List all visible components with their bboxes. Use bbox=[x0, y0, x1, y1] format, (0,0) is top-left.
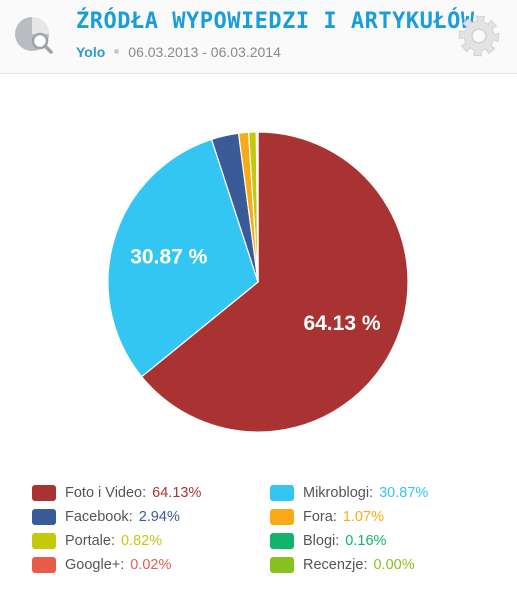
slice-label-foto-i-video: 64.13 % bbox=[303, 312, 380, 335]
date-range[interactable]: 06.03.2013 - 06.03.2014 bbox=[128, 44, 281, 60]
legend-label: Portale: bbox=[65, 533, 115, 549]
legend-value: 64.13% bbox=[152, 485, 202, 501]
legend-swatch bbox=[32, 485, 56, 501]
legend-item-google-[interactable]: Google+: 0.02% bbox=[32, 554, 270, 576]
legend-item-mikroblogi[interactable]: Mikroblogi: 30.87% bbox=[270, 482, 490, 504]
legend-label: Facebook: bbox=[65, 509, 133, 525]
pie-chart: 64.13 % 30.87 % bbox=[107, 131, 409, 433]
legend-label: Blogi: bbox=[303, 533, 340, 549]
legend-label: Google+: bbox=[65, 557, 125, 573]
legend-item-portale[interactable]: Portale: 0.82% bbox=[32, 530, 270, 552]
legend-item-facebook[interactable]: Facebook: 2.94% bbox=[32, 506, 270, 528]
page-title: ŹRÓDŁA WYPOWIEDZI I ARTYKUŁÓW bbox=[76, 9, 475, 34]
legend-value: 0.16% bbox=[345, 533, 387, 549]
legend-label: Foto i Video: bbox=[65, 485, 147, 501]
legend-value: 1.07% bbox=[342, 509, 384, 525]
pie-slice-foto-i-video[interactable] bbox=[140, 131, 409, 433]
legend-value: 2.94% bbox=[138, 509, 180, 525]
legend-item-fora[interactable]: Fora: 1.07% bbox=[270, 506, 490, 528]
legend-item-foto-i-video[interactable]: Foto i Video: 64.13% bbox=[32, 482, 270, 504]
legend-label: Recenzje: bbox=[303, 557, 368, 573]
pie-slice-mikroblogi[interactable] bbox=[107, 138, 259, 378]
separator-dot bbox=[114, 49, 120, 55]
header: ŹRÓDŁA WYPOWIEDZI I ARTYKUŁÓW Yolo 06.03.… bbox=[0, 0, 517, 74]
legend-item-blogi[interactable]: Blogi: 0.16% bbox=[270, 530, 490, 552]
legend-swatch bbox=[32, 509, 56, 525]
legend-label: Fora: bbox=[303, 509, 337, 525]
legend-value: 30.87% bbox=[379, 485, 429, 501]
legend-value: 0.82% bbox=[120, 533, 163, 549]
legend-label: Mikroblogi: bbox=[303, 485, 374, 501]
legend: Foto i Video: 64.13% Mikroblogi: 30.87% Face… bbox=[32, 482, 492, 576]
pie-search-icon bbox=[15, 17, 53, 54]
legend-swatch bbox=[32, 557, 56, 573]
legend-item-recenzje[interactable]: Recenzje: 0.00% bbox=[270, 554, 490, 576]
legend-swatch bbox=[32, 533, 56, 549]
slice-label-mikroblogi: 30.87 % bbox=[130, 246, 207, 269]
legend-value: 0.02% bbox=[130, 557, 172, 573]
subtitle: Yolo 06.03.2013 - 06.03.2014 bbox=[76, 44, 281, 60]
project-name[interactable]: Yolo bbox=[76, 44, 106, 60]
gear-icon[interactable] bbox=[456, 13, 502, 59]
legend-swatch bbox=[270, 509, 294, 525]
legend-swatch bbox=[270, 485, 294, 501]
legend-swatch bbox=[270, 533, 294, 549]
legend-swatch bbox=[270, 557, 294, 573]
legend-value: 0.00% bbox=[373, 557, 415, 573]
